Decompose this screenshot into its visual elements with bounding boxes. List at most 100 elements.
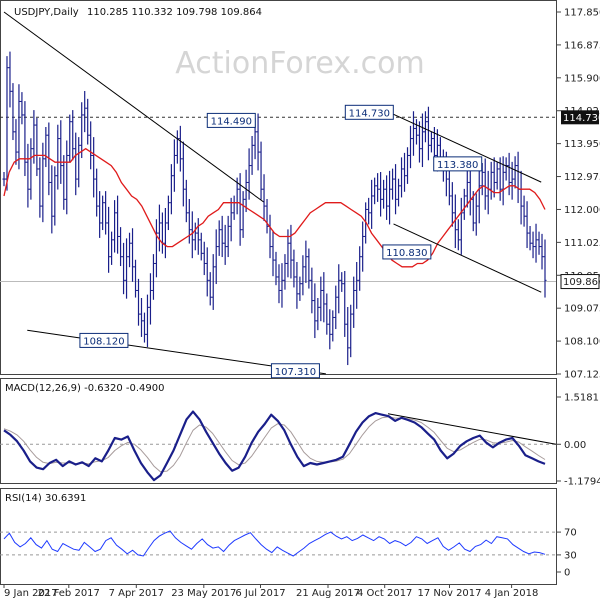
- ohlc-bar: [259, 141, 263, 200]
- ohlc-bar: [115, 195, 120, 254]
- ohlc-bar: [65, 140, 69, 215]
- ohlc-bar: [423, 111, 428, 143]
- ohlc-bar: [133, 259, 138, 298]
- ohlc-bar: [208, 272, 212, 306]
- ohlc-bar: [199, 232, 203, 261]
- ohlc-bar: [507, 152, 511, 196]
- ohlc-bar: [411, 111, 416, 156]
- ohlc-bar: [74, 132, 78, 196]
- ohlc-bar: [127, 232, 132, 268]
- ohlc-bar: [295, 261, 299, 309]
- ohlc-bar: [414, 119, 419, 145]
- price-y-axis: 117.850116.875115.900114.925113.950112.9…: [556, 8, 600, 381]
- ohlc-bar: [232, 195, 236, 220]
- ohlc-bar: [525, 201, 529, 249]
- macd-panel: MACD(12,26,9) -0.6320 -0.4900 1.5181 0.00…: [0, 378, 600, 488]
- ohlc-bar: [471, 191, 475, 232]
- ohlc-bar: [274, 251, 278, 286]
- ohlc-bar: [384, 175, 389, 220]
- ohlc-bar: [83, 90, 87, 133]
- rsi-series-line: [3, 530, 546, 557]
- ohlc-bar: [124, 238, 129, 299]
- ohlc-bar: [190, 211, 194, 259]
- ohlc-bar: [110, 231, 114, 265]
- watermark: ActionForex.com: [175, 46, 424, 81]
- price-level-line: [0, 116, 556, 283]
- ohlc-bar: [510, 161, 514, 200]
- trendline: [393, 113, 542, 183]
- ohlc-bar: [214, 229, 218, 285]
- ohlc-bar: [283, 254, 287, 290]
- price-annotation-label: 114.730: [349, 108, 390, 119]
- ohlc-bar: [20, 92, 24, 125]
- ohlc-bar: [480, 162, 484, 196]
- price-bars: [2, 51, 547, 366]
- ohlc-bar: [337, 264, 341, 314]
- price-annotation-box: [433, 156, 483, 172]
- price-annotation-label: 113.380: [437, 160, 478, 171]
- price-y-tick-label: 107.125: [564, 370, 600, 381]
- price-annotation-label: 107.310: [275, 367, 316, 378]
- ohlc-bar: [408, 125, 413, 169]
- rsi-y-tick-label: 0: [564, 568, 570, 579]
- ohlc-bar: [17, 84, 21, 170]
- x-tick-label: 6 Jul 2017: [235, 588, 285, 599]
- ohlc-bar: [519, 170, 523, 225]
- ohlc-bar: [23, 101, 27, 177]
- ohlc-bar: [205, 247, 209, 297]
- price-annotation: 114.730: [344, 104, 394, 120]
- ohlc-bar: [157, 204, 162, 252]
- ohlc-bar: [184, 179, 188, 223]
- ohlc-bar: [298, 276, 302, 301]
- ohlc-bar: [310, 267, 314, 314]
- ohlc-bar: [202, 241, 206, 276]
- ohlc-bar: [513, 156, 517, 189]
- price-panel-title: USDJPY,Daily: [14, 7, 79, 18]
- rsi-y-axis: 70 30 0: [556, 528, 577, 579]
- ohlc-bar: [169, 164, 173, 215]
- rsi-panel-title: RSI(14) 30.6391: [5, 493, 86, 504]
- ohlc-bar: [352, 276, 356, 328]
- last-price-tag: 109.864: [560, 274, 600, 290]
- ohlc-bar: [301, 255, 305, 296]
- ohlc-bar: [178, 125, 182, 172]
- ohlc-bar: [468, 166, 472, 216]
- last-price-tag-label: 109.864: [563, 277, 600, 288]
- ohlc-bar: [390, 168, 395, 200]
- ohlc-bar: [86, 98, 90, 145]
- ohlc-bar: [316, 297, 320, 331]
- moving-average: [3, 147, 546, 268]
- ohlc-bar: [376, 173, 380, 202]
- x-tick-label: 9 Jan 2017: [4, 588, 58, 599]
- ohlc-bar: [71, 110, 75, 161]
- ohlc-bar: [429, 131, 434, 153]
- macd-panel-title: MACD(12,26,9) -0.6320 -0.4900: [5, 383, 165, 394]
- price-tags: 114.730 109.864: [560, 110, 600, 290]
- ohlc-bar: [399, 157, 404, 198]
- ohlc-bar: [35, 117, 39, 177]
- macd-lines: [0, 410, 557, 482]
- ohlc-bar: [307, 248, 311, 289]
- ohlc-bar: [477, 168, 481, 224]
- price-annotation-box: [382, 244, 432, 260]
- resistance-level-tag-label: 114.730: [563, 113, 600, 124]
- rsi-panel-frame: [0, 488, 557, 585]
- price-y-tick-label: 117.850: [564, 8, 600, 19]
- trendline: [3, 11, 264, 203]
- ohlc-bar: [175, 130, 179, 164]
- ohlc-bar: [98, 191, 102, 238]
- ohlc-bar: [486, 170, 490, 215]
- ohlc-bar: [112, 200, 117, 253]
- ohlc-bar: [459, 197, 463, 255]
- ohlc-bar: [465, 170, 469, 208]
- price-y-tick-label: 112.000: [564, 205, 600, 216]
- ohlc-bar: [504, 157, 508, 181]
- macd-y-tick-label: -1.1794: [564, 477, 600, 488]
- ohlc-bar: [340, 272, 344, 292]
- macd-series-macd: [3, 410, 546, 482]
- ohlc-bar: [528, 225, 532, 251]
- ohlc-bar: [543, 239, 547, 298]
- ohlc-values-label: 110.285 110.332 109.798 109.864: [87, 7, 262, 18]
- x-tick-label: 23 May 2017: [171, 588, 236, 599]
